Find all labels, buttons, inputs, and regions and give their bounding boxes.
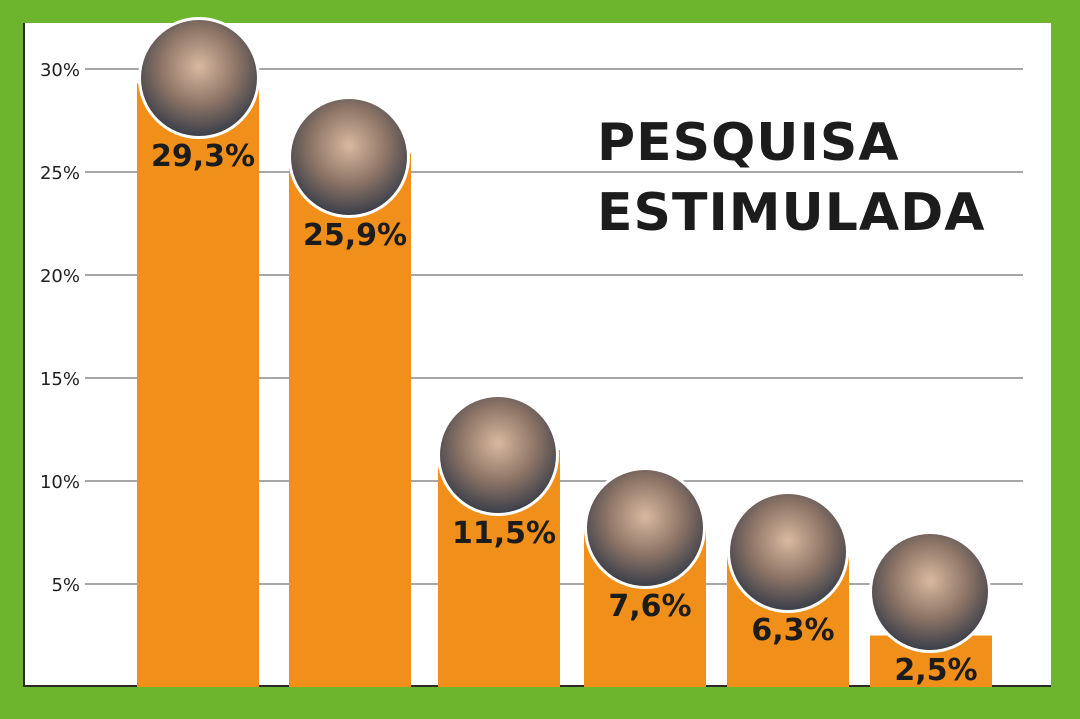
title-line-2: ESTIMULADA: [597, 183, 986, 243]
y-tick-label: 30%: [40, 60, 80, 81]
candidate-photo: [141, 20, 257, 136]
value-label: 6,3%: [751, 613, 834, 648]
y-tick-label: 10%: [40, 472, 80, 493]
candidate-photo: [730, 494, 846, 610]
title-line-1: PESQUISA: [597, 113, 900, 173]
value-label: 11,5%: [452, 516, 556, 551]
bar: [289, 153, 411, 687]
bar: [137, 83, 259, 688]
y-tick-label: 20%: [40, 266, 80, 287]
y-tick-label: 5%: [51, 575, 80, 596]
candidate-photo: [872, 534, 988, 650]
y-tick-label: 25%: [40, 163, 80, 184]
candidate-photo: [587, 470, 703, 586]
y-tick-label: 15%: [40, 369, 80, 390]
value-label: 7,6%: [608, 589, 691, 624]
chart-title: PESQUISA ESTIMULADA: [597, 108, 986, 248]
candidate-photo: [291, 99, 407, 215]
value-label: 29,3%: [151, 139, 255, 174]
candidate-photo: [440, 397, 556, 513]
value-label: 25,9%: [303, 218, 407, 253]
value-label: 2,5%: [894, 653, 977, 688]
